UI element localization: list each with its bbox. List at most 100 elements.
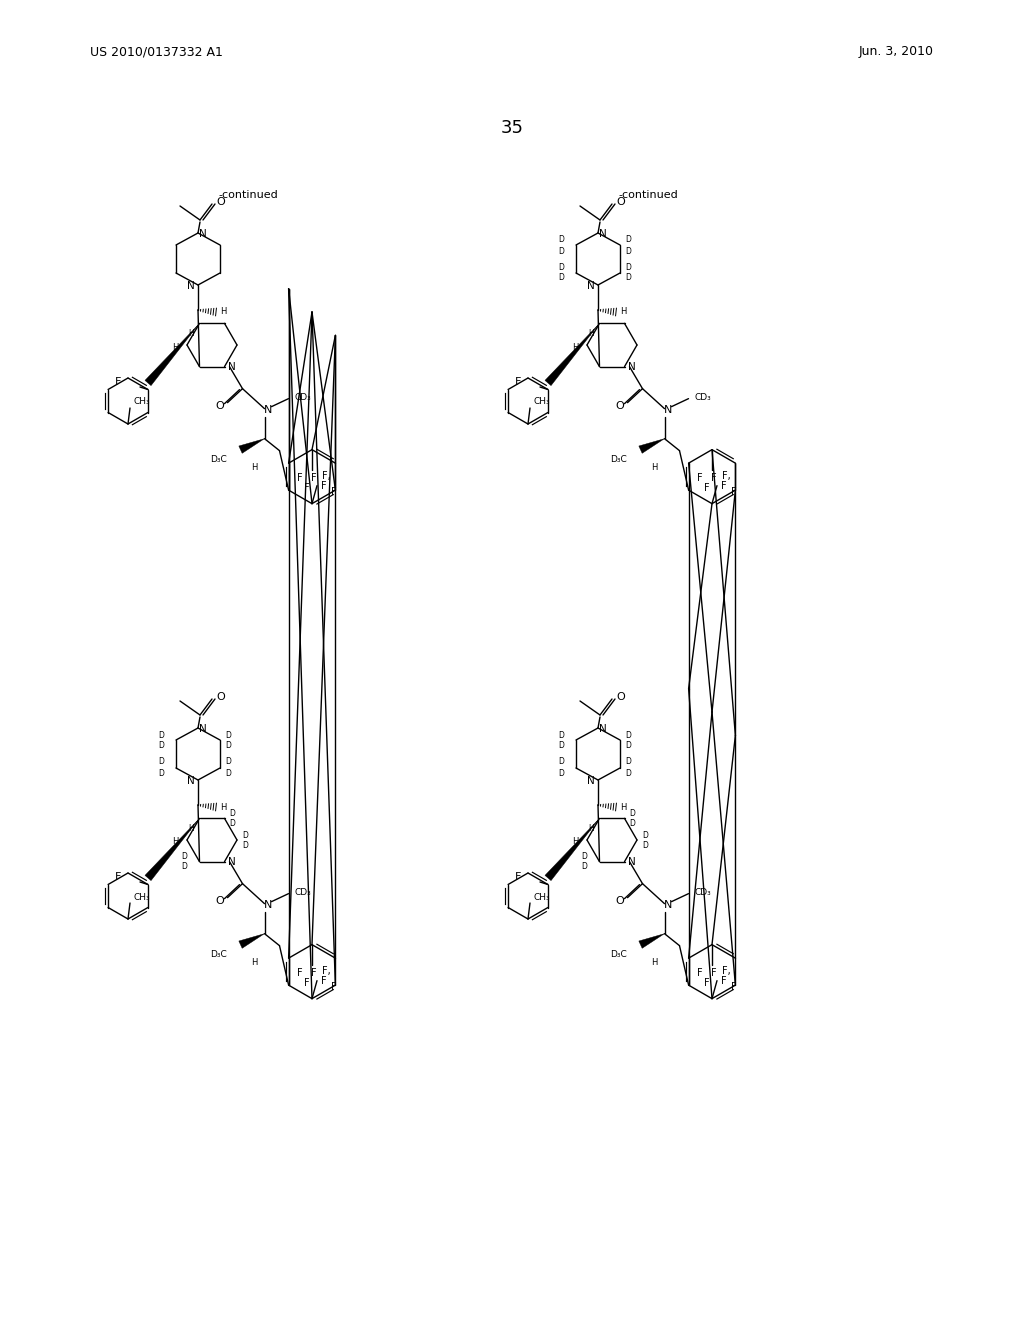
Text: F: F — [115, 378, 121, 387]
Text: F: F — [705, 978, 710, 987]
Text: N: N — [187, 776, 195, 785]
Text: D: D — [558, 247, 564, 256]
Text: H: H — [172, 837, 178, 846]
Text: US 2010/0137332 A1: US 2010/0137332 A1 — [90, 45, 223, 58]
Polygon shape — [239, 438, 264, 453]
Text: H: H — [220, 803, 226, 812]
Text: D: D — [625, 730, 631, 739]
Polygon shape — [145, 818, 200, 880]
Text: O: O — [616, 692, 626, 702]
Text: D: D — [625, 742, 631, 751]
Text: D: D — [558, 758, 564, 767]
Text: D: D — [582, 862, 588, 871]
Text: H: H — [589, 824, 594, 833]
Text: H: H — [571, 342, 579, 351]
Polygon shape — [545, 818, 599, 880]
Text: H: H — [188, 824, 195, 833]
Text: N: N — [587, 281, 595, 290]
Text: -continued: -continued — [218, 190, 278, 201]
Text: H: H — [589, 329, 594, 338]
Text: D: D — [158, 758, 164, 767]
Text: N: N — [599, 228, 607, 239]
Text: H: H — [620, 803, 627, 812]
Text: D: D — [225, 768, 231, 777]
Text: CD₃: CD₃ — [694, 888, 711, 898]
Text: F: F — [304, 483, 310, 492]
Text: F: F — [712, 968, 717, 978]
Text: CD₃: CD₃ — [294, 393, 311, 403]
Text: D: D — [558, 273, 564, 282]
Text: F: F — [304, 978, 310, 987]
Text: CH₃: CH₃ — [134, 397, 151, 407]
Text: O: O — [616, 197, 626, 207]
Text: H: H — [172, 342, 178, 351]
Text: N: N — [227, 857, 236, 867]
Text: CH₃: CH₃ — [534, 397, 550, 407]
Text: F: F — [515, 378, 521, 387]
Polygon shape — [239, 933, 264, 948]
Text: F: F — [731, 487, 737, 496]
Text: D: D — [625, 768, 631, 777]
Text: F: F — [731, 982, 737, 991]
Text: O: O — [217, 692, 225, 702]
Text: H: H — [251, 958, 258, 968]
Text: D: D — [558, 263, 564, 272]
Text: H: H — [620, 308, 627, 317]
Text: N: N — [187, 281, 195, 290]
Text: D: D — [625, 263, 631, 272]
Text: D: D — [242, 841, 248, 850]
Text: O: O — [217, 197, 225, 207]
Text: D: D — [625, 273, 631, 282]
Text: D: D — [242, 830, 248, 840]
Text: F,: F, — [722, 471, 730, 480]
Text: D: D — [625, 247, 631, 256]
Polygon shape — [639, 438, 665, 453]
Text: D: D — [158, 742, 164, 751]
Text: F: F — [705, 483, 710, 492]
Text: F: F — [721, 480, 727, 491]
Text: N: N — [264, 900, 272, 909]
Text: D: D — [625, 758, 631, 767]
Text: D: D — [558, 235, 564, 244]
Text: D: D — [225, 758, 231, 767]
Text: N: N — [199, 228, 207, 239]
Text: D₃C: D₃C — [610, 455, 627, 465]
Text: D: D — [630, 809, 636, 818]
Text: H: H — [651, 463, 657, 473]
Text: D: D — [558, 768, 564, 777]
Text: D: D — [625, 235, 631, 244]
Text: N: N — [628, 362, 635, 372]
Text: D: D — [630, 818, 636, 828]
Text: D: D — [158, 768, 164, 777]
Text: N: N — [264, 405, 272, 414]
Text: F: F — [311, 968, 316, 978]
Text: F,: F, — [722, 966, 730, 975]
Text: F: F — [297, 473, 303, 483]
Text: CH₃: CH₃ — [534, 892, 550, 902]
Text: H: H — [251, 463, 258, 473]
Text: N: N — [199, 723, 207, 734]
Text: F: F — [697, 473, 702, 483]
Text: D: D — [558, 730, 564, 739]
Text: N: N — [665, 405, 673, 414]
Text: H: H — [571, 837, 579, 846]
Text: -continued: -continued — [618, 190, 678, 201]
Text: N: N — [227, 362, 236, 372]
Text: D: D — [158, 730, 164, 739]
Text: F: F — [322, 480, 327, 491]
Text: F: F — [712, 473, 717, 483]
Polygon shape — [145, 323, 200, 385]
Text: CH₃: CH₃ — [134, 892, 151, 902]
Text: D: D — [225, 742, 231, 751]
Text: F: F — [322, 975, 327, 986]
Text: O: O — [615, 896, 624, 906]
Text: CD₃: CD₃ — [694, 393, 711, 403]
Text: F: F — [297, 968, 303, 978]
Text: D: D — [582, 853, 588, 861]
Text: D: D — [229, 818, 236, 828]
Text: 35: 35 — [501, 119, 523, 137]
Text: D: D — [229, 809, 236, 818]
Polygon shape — [545, 323, 599, 385]
Text: F: F — [697, 968, 702, 978]
Text: F: F — [515, 873, 521, 882]
